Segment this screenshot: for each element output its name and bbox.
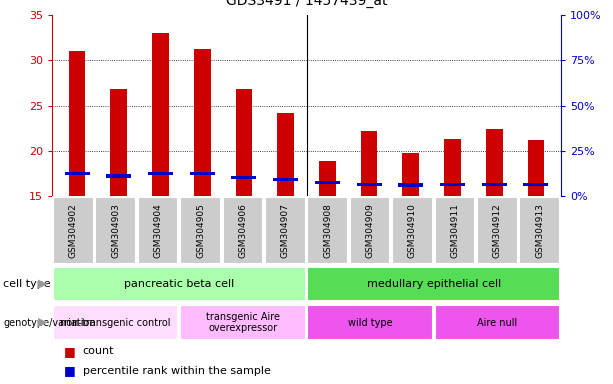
Bar (223, 197, 263, 263)
Bar (180, 305, 306, 340)
Bar (148, 172, 173, 175)
Text: GSM304906: GSM304906 (238, 203, 248, 258)
Text: GSM304907: GSM304907 (281, 203, 290, 258)
Bar (307, 267, 560, 301)
Text: GDS3491 / 1457439_at: GDS3491 / 1457439_at (226, 0, 387, 8)
Bar (435, 197, 475, 263)
Bar (350, 197, 390, 263)
Bar (152, 33, 169, 196)
Bar (194, 49, 211, 196)
Text: ■: ■ (64, 364, 76, 377)
Bar (53, 267, 306, 301)
Bar (444, 139, 461, 196)
Bar (392, 197, 433, 263)
Bar (435, 305, 560, 340)
Text: GSM304903: GSM304903 (111, 203, 120, 258)
Text: GSM304904: GSM304904 (154, 203, 162, 258)
Text: Aire null: Aire null (477, 318, 517, 328)
Bar (319, 161, 336, 196)
Bar (53, 197, 94, 263)
Bar (110, 89, 127, 196)
Text: GSM304911: GSM304911 (451, 203, 459, 258)
Text: GSM304909: GSM304909 (365, 203, 375, 258)
Bar (482, 182, 507, 186)
Text: medullary epithelial cell: medullary epithelial cell (367, 279, 501, 289)
Text: pancreatic beta cell: pancreatic beta cell (124, 279, 234, 289)
Text: transgenic Aire
overexpressor: transgenic Aire overexpressor (206, 312, 280, 333)
Text: GSM304905: GSM304905 (196, 203, 205, 258)
Bar (486, 129, 503, 196)
Bar (273, 178, 298, 181)
Text: GSM304910: GSM304910 (408, 203, 417, 258)
Bar (277, 113, 294, 196)
Bar (190, 172, 215, 175)
Bar (232, 176, 256, 179)
Bar (307, 305, 433, 340)
Bar (440, 182, 465, 186)
Bar (528, 140, 544, 196)
Text: percentile rank within the sample: percentile rank within the sample (83, 366, 270, 376)
Bar (315, 181, 340, 184)
Bar (96, 197, 136, 263)
Bar (398, 184, 423, 187)
Bar (402, 154, 419, 196)
Bar (106, 174, 131, 177)
Bar (307, 197, 348, 263)
Bar (138, 197, 178, 263)
Text: cell type: cell type (3, 279, 51, 289)
Text: genotype/variation: genotype/variation (3, 318, 96, 328)
Text: count: count (83, 346, 114, 356)
Bar (519, 197, 560, 263)
Bar (265, 197, 306, 263)
Text: GSM304912: GSM304912 (493, 203, 502, 258)
Bar (69, 51, 85, 196)
Bar (357, 182, 381, 186)
Bar (360, 131, 378, 196)
Text: non-transgenic control: non-transgenic control (61, 318, 171, 328)
Text: wild type: wild type (348, 318, 392, 328)
Bar (180, 197, 221, 263)
Bar (524, 182, 549, 186)
Text: GSM304908: GSM304908 (323, 203, 332, 258)
Bar (64, 172, 89, 175)
Bar (53, 305, 178, 340)
Text: GSM304913: GSM304913 (535, 203, 544, 258)
Text: GSM304902: GSM304902 (69, 203, 78, 258)
Bar (235, 89, 253, 196)
Bar (477, 197, 517, 263)
Text: ■: ■ (64, 345, 76, 358)
